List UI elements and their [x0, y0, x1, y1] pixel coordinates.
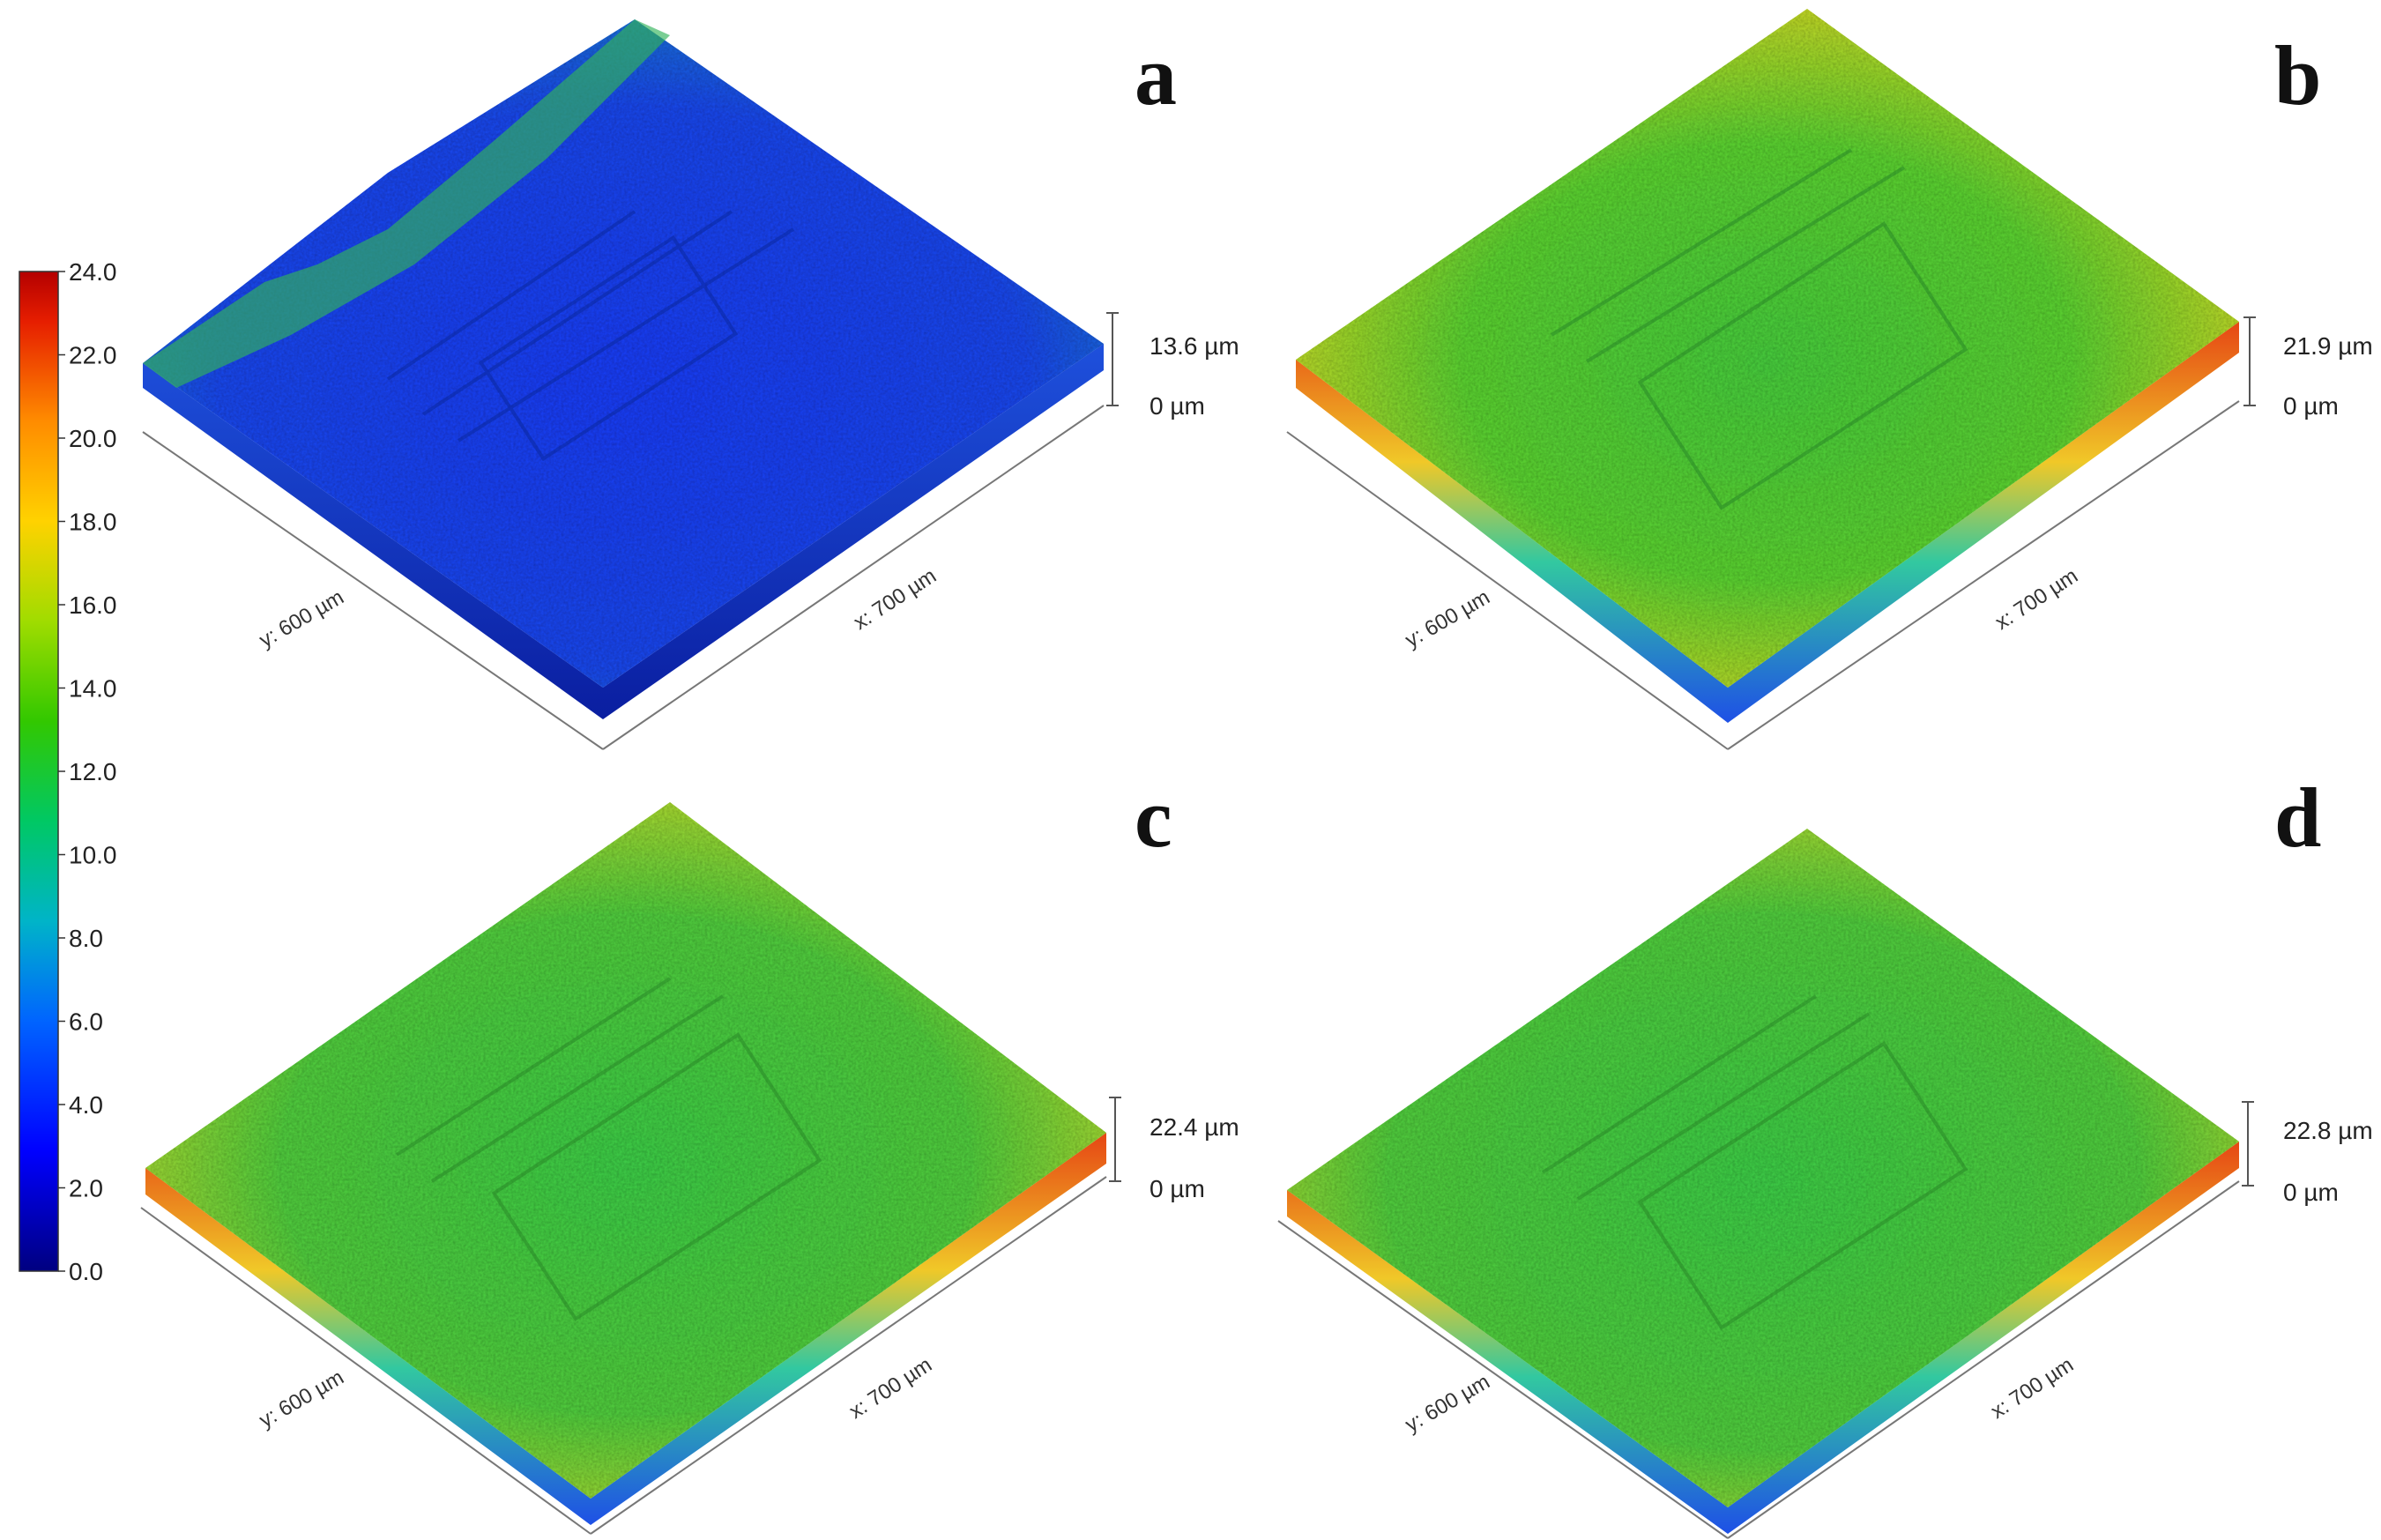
surface-features	[1541, 994, 1968, 1330]
panel-label: a	[1135, 28, 1177, 123]
z-min-label: 0 µm	[1150, 392, 1205, 420]
colorbar-ticks: 24.0 22.0 20.0 18.0 16.0 14.0 12.0 10.0 8.0 6.0 4.…	[58, 258, 117, 1285]
panel-c: c y: 600 µm x: 700 µm 22.4 µm 0 µm	[140, 770, 1239, 1535]
colorbar-tick-label: 12.0	[69, 758, 117, 785]
x-axis-label: x: 700 µm	[845, 1353, 936, 1424]
z-max-label: 13.6 µm	[1150, 332, 1239, 360]
surface-features	[395, 977, 822, 1321]
panel-label: d	[2274, 770, 2321, 865]
z-max-label: 21.9 µm	[2283, 332, 2373, 360]
surface-skirt	[1287, 1142, 2239, 1534]
z-min-label: 0 µm	[2283, 1179, 2339, 1206]
z-min-label: 0 µm	[1150, 1175, 1205, 1202]
panel-a: a y: 600 µm x: 700 µm 13.6 µm 0 µm	[142, 19, 1239, 750]
surface-features	[1550, 148, 1968, 510]
colorbar-tick-label: 20.0	[69, 425, 117, 452]
panel-d: d y: 600 µm x: 700 µm 22.8 µm 0 µm	[1277, 770, 2373, 1539]
colorbar-tick-label: 22.0	[69, 342, 117, 369]
colorbar-tick-label: 8.0	[69, 925, 103, 952]
surface-skirt	[1296, 322, 2239, 723]
colorbar-tick-label: 2.0	[69, 1175, 103, 1202]
surface-skirt	[145, 1133, 1106, 1525]
surface-ridge	[143, 19, 670, 388]
panel-b: b y: 600 µm x: 700 µm 21.9 µm 0 µm	[1286, 9, 2373, 750]
colorbar-gradient	[19, 271, 59, 1272]
x-axis-line	[602, 405, 1105, 750]
panel-label: b	[2274, 28, 2321, 123]
colorbar-tick-label: 10.0	[69, 842, 117, 869]
colorbar-tick-label: 18.0	[69, 509, 117, 536]
surface-top	[145, 802, 1106, 1499]
z-min-label: 0 µm	[2283, 392, 2339, 420]
y-axis-label: y: 600 µm	[1402, 1370, 1494, 1437]
panel-label: c	[1135, 770, 1172, 865]
colorbar-tick-label: 4.0	[69, 1091, 103, 1119]
colorbar: 24.0 22.0 20.0 18.0 16.0 14.0 12.0 10.0 8.0 6.0 4.…	[19, 258, 117, 1285]
y-axis-label: y: 600 µm	[256, 1365, 348, 1432]
colorbar-tick-label: 0.0	[69, 1258, 103, 1285]
colorbar-tick-label: 16.0	[69, 591, 117, 619]
y-axis-label: y: 600 µm	[256, 585, 348, 652]
x-axis-label: x: 700 µm	[850, 564, 941, 635]
z-max-label: 22.4 µm	[1150, 1113, 1239, 1141]
colorbar-tick-label: 14.0	[69, 675, 117, 703]
z-max-label: 22.8 µm	[2283, 1117, 2373, 1144]
surface-top	[143, 19, 1104, 688]
x-axis-label: x: 700 µm	[1987, 1353, 2078, 1424]
colorbar-tick-label: 6.0	[69, 1008, 103, 1036]
surface-top	[1287, 829, 2239, 1507]
x-axis-label: x: 700 µm	[1991, 564, 2082, 635]
y-axis-label: y: 600 µm	[1402, 585, 1494, 652]
colorbar-tick-label: 24.0	[69, 258, 117, 286]
y-axis-line	[142, 431, 604, 750]
surface-features	[386, 210, 795, 462]
surface-top	[1296, 9, 2239, 688]
